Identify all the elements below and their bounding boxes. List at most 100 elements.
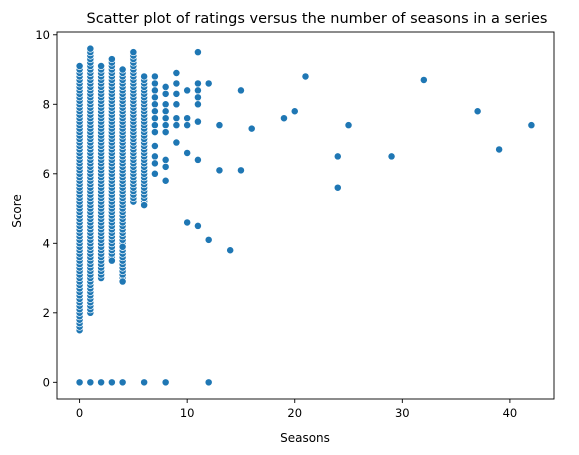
y-tick-label: 4 bbox=[43, 236, 50, 250]
scatter-point bbox=[204, 235, 213, 244]
scatter-point bbox=[118, 242, 127, 251]
y-tick-label: 0 bbox=[43, 375, 50, 389]
y-tick-label: 6 bbox=[43, 167, 50, 181]
scatter-point bbox=[193, 79, 202, 88]
scatter-point bbox=[183, 114, 192, 123]
scatter-point bbox=[129, 48, 138, 57]
scatter-point bbox=[193, 93, 202, 102]
scatter-point bbox=[495, 145, 504, 154]
scatter-point bbox=[150, 86, 159, 95]
scatter-point bbox=[150, 121, 159, 130]
y-axis-ticks: 0 2 4 6 8 10 bbox=[35, 28, 57, 389]
scatter-point bbox=[161, 155, 170, 164]
scatter-point bbox=[75, 62, 84, 71]
scatter-point bbox=[215, 166, 224, 175]
x-tick-label: 10 bbox=[180, 406, 195, 420]
scatter-point bbox=[150, 152, 159, 161]
scatter-point bbox=[387, 152, 396, 161]
scatter-point bbox=[86, 44, 95, 53]
scatter-point bbox=[333, 152, 342, 161]
scatter-point bbox=[172, 138, 181, 147]
chart-title: Scatter plot of ratings versus the numbe… bbox=[87, 11, 548, 27]
scatter-point bbox=[150, 159, 159, 168]
scatter-point bbox=[172, 121, 181, 130]
y-tick-label: 2 bbox=[43, 306, 50, 320]
scatter-point bbox=[183, 86, 192, 95]
scatter-point bbox=[161, 114, 170, 123]
scatter-point bbox=[193, 155, 202, 164]
scatter-point bbox=[86, 378, 95, 387]
scatter-point bbox=[172, 89, 181, 98]
scatter-point bbox=[161, 121, 170, 130]
scatter-point bbox=[419, 76, 428, 84]
scatter-point bbox=[161, 89, 170, 98]
scatter-point bbox=[97, 378, 106, 387]
x-tick-label: 0 bbox=[76, 406, 83, 420]
scatter-point bbox=[193, 221, 202, 230]
scatter-point bbox=[183, 218, 192, 227]
y-tick-label: 10 bbox=[35, 28, 50, 42]
scatter-point bbox=[344, 121, 353, 130]
scatter-point bbox=[193, 117, 202, 126]
scatter-point bbox=[75, 378, 84, 387]
scatter-point bbox=[236, 166, 245, 175]
scatter-point bbox=[150, 100, 159, 109]
scatter-point bbox=[226, 246, 235, 255]
scatter-point bbox=[172, 100, 181, 109]
scatter-point bbox=[150, 72, 159, 81]
scatter-point bbox=[161, 162, 170, 171]
scatter-point bbox=[150, 79, 159, 88]
scatter-point bbox=[193, 48, 202, 57]
scatter-point bbox=[172, 79, 181, 88]
scatter-point bbox=[183, 148, 192, 157]
scatter-point bbox=[140, 72, 149, 81]
scatter-point bbox=[204, 378, 213, 387]
scatter-point bbox=[161, 107, 170, 116]
scatter-point bbox=[204, 79, 213, 88]
scatter-points bbox=[75, 44, 536, 387]
scatter-point bbox=[183, 121, 192, 130]
scatter-point bbox=[97, 62, 106, 71]
scatter-point bbox=[172, 69, 181, 77]
scatter-point bbox=[172, 114, 181, 123]
plot-area-frame bbox=[56, 31, 555, 400]
scatter-point bbox=[107, 378, 116, 387]
scatter-point bbox=[161, 378, 170, 387]
scatter-point bbox=[527, 121, 536, 130]
scatter-point bbox=[118, 65, 127, 74]
scatter-point bbox=[150, 169, 159, 178]
scatter-point bbox=[140, 378, 149, 387]
scatter-point bbox=[290, 107, 299, 116]
scatter-point bbox=[236, 86, 245, 95]
scatter-point bbox=[301, 72, 310, 81]
scatter-point bbox=[161, 176, 170, 185]
x-tick-label: 40 bbox=[503, 406, 518, 420]
scatter-point bbox=[150, 114, 159, 123]
scatter-point bbox=[140, 201, 149, 210]
x-tick-label: 20 bbox=[287, 406, 302, 420]
scatter-point bbox=[150, 107, 159, 116]
y-axis-label: Score bbox=[10, 194, 24, 228]
scatter-point bbox=[161, 82, 170, 91]
x-axis-label: Seasons bbox=[280, 431, 330, 445]
scatter-point bbox=[247, 124, 256, 133]
scatter-point bbox=[118, 378, 127, 387]
scatter-point bbox=[333, 183, 342, 192]
x-tick-label: 30 bbox=[395, 406, 410, 420]
scatter-point bbox=[107, 256, 116, 265]
scatter-point bbox=[118, 277, 127, 286]
scatter-point bbox=[473, 107, 482, 116]
y-tick-label: 8 bbox=[43, 97, 50, 111]
scatter-point bbox=[150, 128, 159, 137]
scatter-point bbox=[107, 55, 116, 64]
scatter-point bbox=[161, 128, 170, 137]
scatter-point bbox=[193, 100, 202, 109]
scatter-point bbox=[215, 121, 224, 130]
x-axis-ticks: 0 10 20 30 40 bbox=[76, 399, 517, 420]
scatter-point bbox=[280, 114, 288, 123]
scatter-point bbox=[150, 142, 159, 150]
scatter-point bbox=[161, 100, 170, 109]
scatter-point bbox=[150, 93, 159, 102]
scatter-point bbox=[193, 86, 202, 95]
